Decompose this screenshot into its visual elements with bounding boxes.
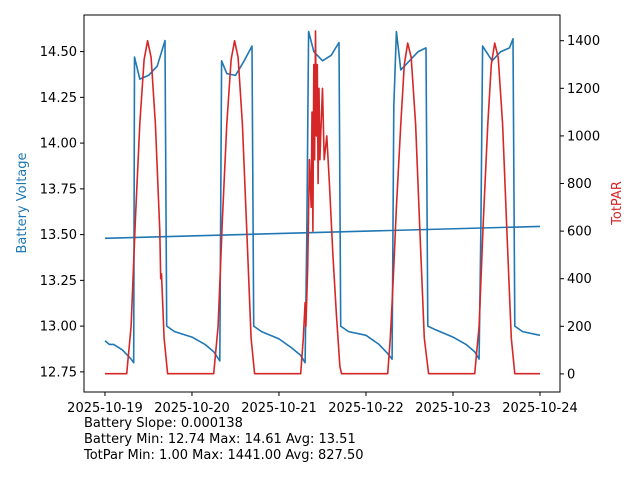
x-tick-label: 2025-10-24 <box>502 401 578 416</box>
y-axis-right-label: TotPAR <box>610 181 625 226</box>
plot-frame <box>83 14 561 393</box>
y-left-tick-label: 14.50 <box>40 45 77 60</box>
y-right-tick-label: 200 <box>567 320 592 335</box>
y-left-tick-label: 13.00 <box>40 320 77 335</box>
stats-block: Battery Slope: 0.000138 Battery Min: 12.… <box>84 416 364 464</box>
y-right-tick-label: 0 <box>567 367 575 382</box>
y-left-tick-label: 13.50 <box>40 228 77 243</box>
y-right-tick-label: 800 <box>567 177 592 192</box>
series-totpar <box>105 30 540 375</box>
series-battery-trend <box>104 225 541 240</box>
y-left-tick-label: 14.25 <box>40 91 77 106</box>
y-axis-left-label: Battery Voltage <box>15 152 30 253</box>
y-right-tick-label: 600 <box>567 225 592 240</box>
totpar-stats-text: TotPar Min: 1.00 Max: 1441.00 Avg: 827.5… <box>84 448 364 463</box>
y-right-tick-label: 400 <box>567 272 592 287</box>
y-left-tick-label: 14.00 <box>40 137 77 152</box>
series-battery-voltage <box>104 30 541 364</box>
x-tick-label: 2025-10-23 <box>415 401 491 416</box>
x-tick-label: 2025-10-21 <box>241 401 317 416</box>
battery-slope-text: Battery Slope: 0.000138 <box>84 416 243 431</box>
battery-stats-text: Battery Min: 12.74 Max: 14.61 Avg: 13.51 <box>84 432 356 447</box>
y-left-tick-label: 12.75 <box>40 365 77 380</box>
y-right-tick-label: 1200 <box>567 82 600 97</box>
y-right-tick-label: 1000 <box>567 129 600 144</box>
x-tick-label: 2025-10-22 <box>328 401 404 416</box>
y-right-tick-label: 1400 <box>567 34 600 49</box>
x-tick-label: 2025-10-20 <box>154 401 230 416</box>
y-left-tick-label: 13.25 <box>40 274 77 289</box>
y-left-tick-label: 13.75 <box>40 182 77 197</box>
x-tick-label: 2025-10-19 <box>67 401 143 416</box>
